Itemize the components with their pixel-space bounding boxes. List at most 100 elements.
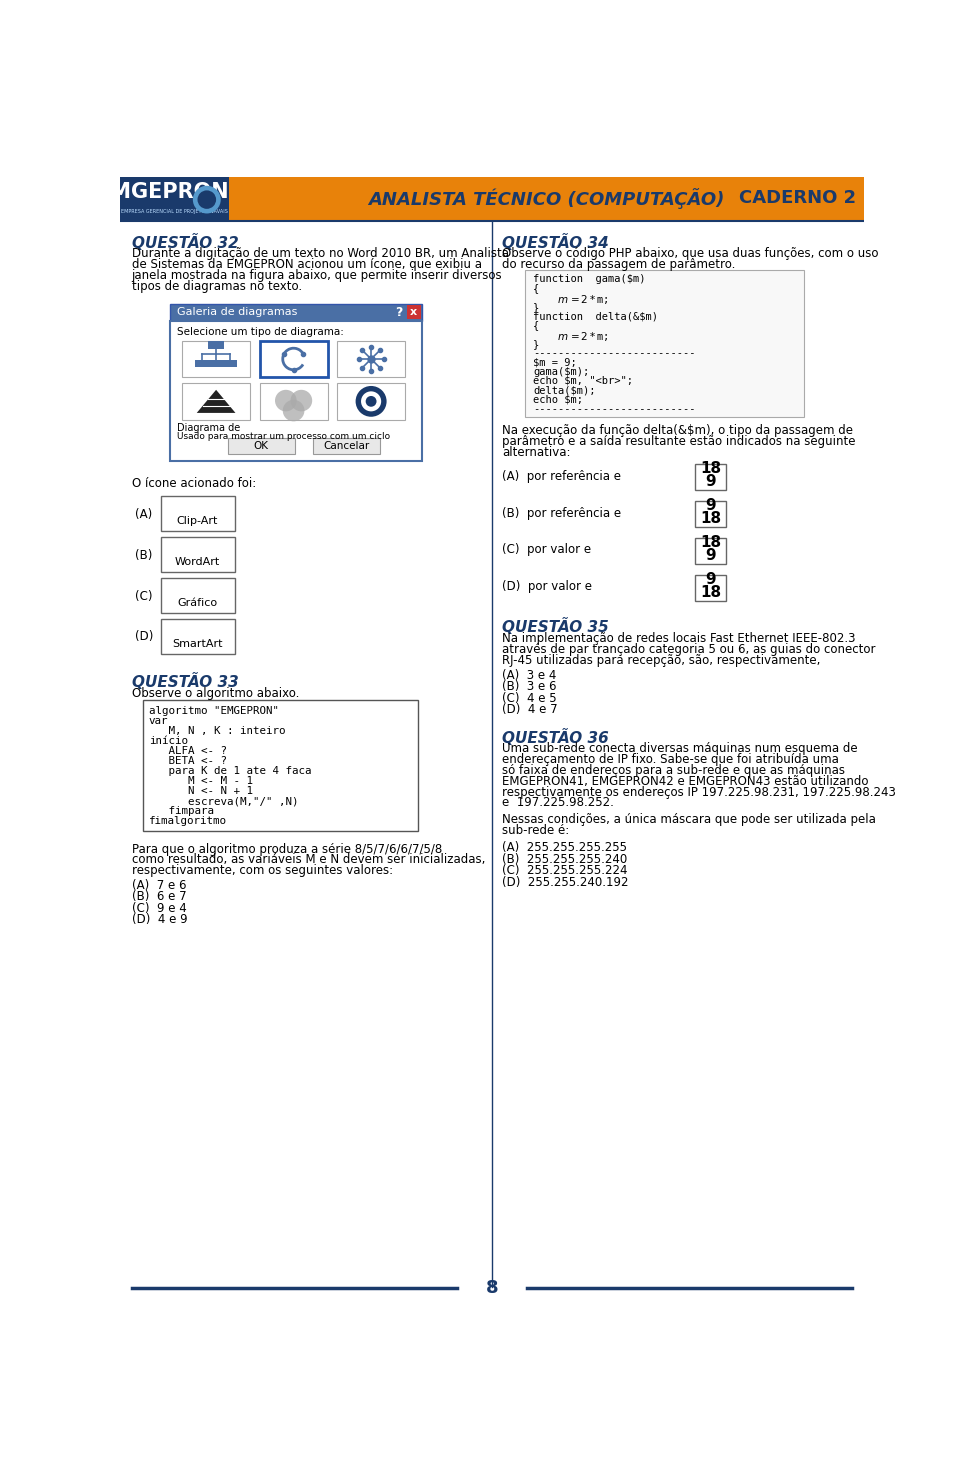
Text: Cancelar: Cancelar bbox=[324, 441, 370, 452]
Text: {: { bbox=[533, 284, 540, 294]
Text: Uma sub-rede conecta diversas máquinas num esquema de: Uma sub-rede conecta diversas máquinas n… bbox=[502, 743, 857, 756]
Text: Na execução da função delta(&$m), o tipo da passagem de: Na execução da função delta(&$m), o tipo… bbox=[502, 425, 853, 437]
Text: Gráfico: Gráfico bbox=[178, 599, 218, 608]
FancyBboxPatch shape bbox=[161, 537, 234, 572]
Text: fimpara: fimpara bbox=[149, 806, 214, 816]
Text: (D)  4 e 7: (D) 4 e 7 bbox=[502, 703, 558, 716]
Text: (B)  3 e 6: (B) 3 e 6 bbox=[502, 680, 557, 693]
FancyBboxPatch shape bbox=[182, 382, 251, 419]
Text: endereçamento de IP fixo. Sabe-se que foi atribuída uma: endereçamento de IP fixo. Sabe-se que fo… bbox=[502, 753, 839, 766]
Circle shape bbox=[366, 396, 376, 407]
FancyBboxPatch shape bbox=[161, 578, 234, 613]
Text: echo $m;: echo $m; bbox=[533, 394, 583, 405]
FancyBboxPatch shape bbox=[313, 437, 380, 455]
Text: (A)  por referência e: (A) por referência e bbox=[502, 469, 621, 482]
FancyBboxPatch shape bbox=[120, 177, 228, 221]
FancyBboxPatch shape bbox=[525, 271, 804, 416]
Text: (A): (A) bbox=[135, 507, 153, 521]
Text: RJ-45 utilizadas para recepção, são, respectivamente,: RJ-45 utilizadas para recepção, são, res… bbox=[502, 655, 821, 666]
Text: --------------------------: -------------------------- bbox=[533, 403, 696, 413]
Text: e  197.225.98.252.: e 197.225.98.252. bbox=[502, 796, 614, 809]
Polygon shape bbox=[197, 390, 235, 413]
Text: SmartArt: SmartArt bbox=[172, 638, 223, 649]
Text: tipos de diagramas no texto.: tipos de diagramas no texto. bbox=[132, 279, 301, 293]
Circle shape bbox=[193, 185, 221, 213]
Text: echo $m, "<br>";: echo $m, "<br>"; bbox=[533, 377, 633, 385]
Text: (B): (B) bbox=[135, 549, 153, 562]
Text: (B)  por referência e: (B) por referência e bbox=[502, 506, 621, 519]
FancyBboxPatch shape bbox=[143, 700, 419, 831]
Text: (D)  255.255.240.192: (D) 255.255.240.192 bbox=[502, 875, 629, 888]
FancyBboxPatch shape bbox=[170, 321, 422, 462]
FancyBboxPatch shape bbox=[161, 618, 234, 655]
Circle shape bbox=[291, 390, 312, 412]
FancyBboxPatch shape bbox=[223, 360, 237, 368]
Text: Clip-Art: Clip-Art bbox=[177, 516, 218, 527]
Circle shape bbox=[283, 400, 304, 421]
Text: algoritmo "EMGEPRON": algoritmo "EMGEPRON" bbox=[149, 706, 278, 716]
Text: (B)  6 e 7: (B) 6 e 7 bbox=[132, 890, 186, 903]
Text: {: { bbox=[533, 321, 540, 331]
Text: 9: 9 bbox=[706, 547, 716, 563]
Text: (A)  7 e 6: (A) 7 e 6 bbox=[132, 878, 186, 891]
FancyBboxPatch shape bbox=[209, 360, 223, 368]
Text: 18: 18 bbox=[700, 510, 721, 527]
Text: QUESTÃO 33: QUESTÃO 33 bbox=[132, 674, 238, 690]
Text: 9: 9 bbox=[706, 474, 716, 488]
Circle shape bbox=[275, 390, 297, 412]
Text: (D)  4 e 9: (D) 4 e 9 bbox=[132, 913, 187, 927]
Text: $m = 9;: $m = 9; bbox=[533, 357, 577, 368]
Text: alternativa:: alternativa: bbox=[502, 446, 570, 459]
Text: x: x bbox=[410, 307, 418, 318]
Text: var: var bbox=[149, 716, 168, 727]
Text: escreva(M,"/" ,N): escreva(M,"/" ,N) bbox=[149, 796, 299, 806]
Text: 18: 18 bbox=[700, 460, 721, 475]
Text: ALFA <- ?: ALFA <- ? bbox=[149, 746, 227, 756]
FancyBboxPatch shape bbox=[259, 382, 327, 419]
FancyBboxPatch shape bbox=[695, 463, 726, 490]
FancyBboxPatch shape bbox=[695, 500, 726, 527]
Text: QUESTÃO 36: QUESTÃO 36 bbox=[502, 728, 609, 746]
Text: $m = 2*$m;: $m = 2*$m; bbox=[533, 293, 609, 306]
Text: ANALISTA TÉCNICO (COMPUTAÇÃO): ANALISTA TÉCNICO (COMPUTAÇÃO) bbox=[368, 188, 725, 209]
Text: Usado para mostrar um processo com um ciclo: Usado para mostrar um processo com um ci… bbox=[177, 432, 390, 441]
Text: Durante a digitação de um texto no Word 2010 BR, um Analista: Durante a digitação de um texto no Word … bbox=[132, 247, 509, 260]
Text: EMPRESA GERENCIAL DE PROJETOS NAVAIS: EMPRESA GERENCIAL DE PROJETOS NAVAIS bbox=[121, 209, 228, 215]
Text: respectivamente, com os seguintes valores:: respectivamente, com os seguintes valore… bbox=[132, 863, 393, 877]
Text: Nessas condições, a única máscara que pode ser utilizada pela: Nessas condições, a única máscara que po… bbox=[502, 813, 876, 827]
FancyBboxPatch shape bbox=[170, 303, 422, 321]
Text: EMGEPRON41, EMGEPRON42 e EMGEPRON43 estão utilizando: EMGEPRON41, EMGEPRON42 e EMGEPRON43 estã… bbox=[502, 775, 869, 788]
Text: fimalgoritmo: fimalgoritmo bbox=[149, 816, 227, 827]
Text: QUESTÃO 35: QUESTÃO 35 bbox=[502, 618, 609, 635]
FancyBboxPatch shape bbox=[259, 340, 327, 378]
Text: (A)  3 e 4: (A) 3 e 4 bbox=[502, 668, 557, 681]
Text: delta($m);: delta($m); bbox=[533, 385, 595, 396]
Circle shape bbox=[198, 190, 216, 209]
Text: Observe o algoritmo abaixo.: Observe o algoritmo abaixo. bbox=[132, 687, 299, 700]
FancyBboxPatch shape bbox=[195, 360, 209, 368]
Text: Diagrama de: Diagrama de bbox=[177, 424, 240, 432]
FancyBboxPatch shape bbox=[695, 537, 726, 563]
Text: ?: ? bbox=[396, 306, 402, 319]
Text: BETA <- ?: BETA <- ? bbox=[149, 756, 227, 766]
FancyBboxPatch shape bbox=[337, 340, 405, 378]
Text: de Sistemas da EMGEPRON acionou um ícone, que exibiu a: de Sistemas da EMGEPRON acionou um ícone… bbox=[132, 257, 482, 271]
Text: janela mostrada na figura abaixo, que permite inserir diversos: janela mostrada na figura abaixo, que pe… bbox=[132, 269, 502, 282]
Text: do recurso da passagem de parâmetro.: do recurso da passagem de parâmetro. bbox=[502, 257, 735, 271]
Text: (B)  255.255.255.240: (B) 255.255.255.240 bbox=[502, 853, 627, 865]
FancyBboxPatch shape bbox=[208, 341, 224, 349]
Text: para K de 1 ate 4 faca: para K de 1 ate 4 faca bbox=[149, 766, 311, 777]
Text: M, N , K : inteiro: M, N , K : inteiro bbox=[149, 727, 285, 737]
FancyBboxPatch shape bbox=[161, 496, 234, 531]
Text: (D): (D) bbox=[135, 631, 154, 643]
Text: M <- M - 1: M <- M - 1 bbox=[149, 777, 252, 787]
Text: CADERNO 2: CADERNO 2 bbox=[739, 190, 856, 207]
Text: (C)  9 e 4: (C) 9 e 4 bbox=[132, 902, 186, 915]
Text: parâmetro e a saída resultante estão indicados na seguinte: parâmetro e a saída resultante estão ind… bbox=[502, 435, 855, 449]
Text: 8: 8 bbox=[486, 1278, 498, 1296]
Text: $m = 2 * $m;: $m = 2 * $m; bbox=[533, 330, 609, 343]
Text: (C)  4 e 5: (C) 4 e 5 bbox=[502, 691, 557, 705]
Text: 18: 18 bbox=[700, 585, 721, 600]
Text: OK: OK bbox=[253, 441, 269, 452]
Text: }: } bbox=[533, 302, 540, 312]
